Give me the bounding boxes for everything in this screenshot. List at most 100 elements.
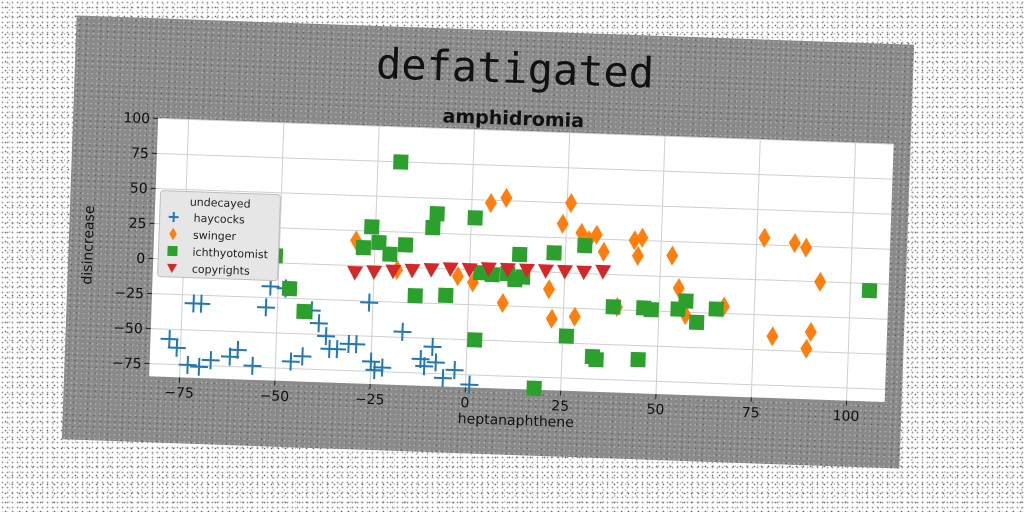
- copyrights-point: [576, 265, 593, 281]
- swinger-point: [575, 222, 588, 243]
- haycocks-point: [190, 357, 209, 376]
- ichthyotomist-point: [437, 287, 454, 304]
- swinger-point: [788, 233, 801, 254]
- x-grid-line: [369, 126, 380, 384]
- haycocks-point: [393, 322, 412, 341]
- ichthyotomist-point: [708, 301, 724, 317]
- swinger-point: [542, 279, 555, 300]
- chart-title: defatigated: [375, 39, 655, 98]
- legend-label-ichthyotomist: ichthyotomist: [192, 246, 269, 262]
- haycocks-point: [460, 375, 479, 394]
- x-tick-label: 100: [832, 408, 859, 425]
- haycocks-point: [445, 361, 464, 380]
- ichthyotomist-point: [630, 351, 646, 368]
- swinger-point: [597, 241, 610, 262]
- copyrights-point: [366, 265, 383, 280]
- haycocks-point: [415, 357, 434, 376]
- copyrights-point: [480, 262, 497, 277]
- swinger-point: [804, 322, 817, 343]
- copyrights-point: [442, 262, 459, 277]
- y-grid-line: [150, 328, 887, 355]
- haycocks-point: [160, 330, 179, 349]
- haycocks-point: [360, 293, 379, 312]
- swinger-point: [800, 237, 813, 258]
- y-tick-label: 25: [128, 216, 146, 233]
- copyrights-point: [404, 263, 421, 279]
- haycocks-point: [228, 340, 247, 359]
- x-tick-label: −25: [355, 391, 385, 408]
- ichthyotomist-point: [467, 210, 483, 226]
- ichthyotomist-point: [364, 219, 380, 235]
- ichthyotomist-point: [577, 237, 593, 254]
- swinger-point: [484, 192, 497, 213]
- copyrights-point: [347, 265, 364, 281]
- legend-marker-swinger: [169, 227, 177, 241]
- x-tick-label: 50: [646, 402, 664, 419]
- ichthyotomist-point: [678, 293, 694, 309]
- copyrights-point: [461, 262, 478, 278]
- swinger-point: [350, 230, 363, 251]
- y-grid-line: [158, 117, 894, 145]
- swinger-point: [545, 308, 558, 329]
- x-tick-label: 0: [460, 395, 469, 411]
- y-tick-label: 50: [130, 181, 148, 198]
- copyrights-point: [385, 264, 402, 280]
- swinger-point: [568, 306, 581, 327]
- swinger-point: [814, 271, 827, 292]
- ichthyotomist-point: [296, 303, 312, 320]
- x-tick-label: −50: [259, 388, 289, 405]
- ichthyotomist-point: [429, 205, 445, 222]
- ichthyotomist-point: [861, 282, 878, 299]
- haycocks-point: [327, 340, 347, 359]
- legend-marker-haycocks: [168, 211, 179, 223]
- y-tick-label: 0: [136, 251, 145, 267]
- ichthyotomist-point: [393, 154, 409, 170]
- haycocks-point: [347, 335, 366, 354]
- y-tick-label: −75: [112, 355, 142, 372]
- copyrights-point: [518, 263, 535, 279]
- y-grid-line: [151, 293, 888, 320]
- ichthyotomist-point: [643, 301, 660, 318]
- haycocks-point: [433, 369, 452, 388]
- swinger-point: [679, 305, 692, 326]
- x-tick-label: −75: [164, 385, 194, 402]
- haycocks-point: [373, 358, 392, 377]
- haycocks-point: [293, 347, 312, 366]
- ichthyotomist-point: [546, 245, 562, 261]
- swinger-point: [758, 227, 771, 248]
- swinger-point: [565, 192, 578, 213]
- x-grid-line: [846, 142, 857, 401]
- legend-box: [157, 190, 281, 282]
- y-tick-label: −50: [113, 320, 143, 337]
- x-grid-line: [560, 132, 571, 391]
- haycocks-point: [309, 314, 328, 333]
- ichthyotomist-point: [355, 239, 372, 256]
- copyrights-point: [557, 264, 574, 280]
- legend-title: undecayed: [190, 196, 251, 211]
- swinger-point: [500, 187, 513, 208]
- data-markers: [160, 154, 878, 397]
- haycocks-point: [365, 361, 384, 380]
- ichthyotomist-point: [558, 328, 575, 344]
- swinger-point: [496, 293, 509, 314]
- scatter-chart: defatigated amphidromia −75 −50 −25 0 25 50 75…: [79, 39, 894, 431]
- y-axis-label: disincrease: [79, 205, 98, 285]
- swinger-point: [636, 227, 649, 248]
- y-axis-ticks: −75 −50 −25 0 25 50 75 100: [112, 110, 159, 372]
- swinger-point: [631, 245, 644, 266]
- ichthyotomist-point: [397, 237, 414, 253]
- haycocks-point: [178, 355, 197, 375]
- haycocks-point: [361, 352, 380, 371]
- haycocks-point: [256, 298, 276, 317]
- legend: undecayed haycocks swinger ichthyotomistco…: [157, 190, 281, 282]
- legend-label-swinger: swinger: [193, 229, 237, 244]
- chart-subtitle: amphidromia: [442, 105, 584, 132]
- haycocks-point: [220, 347, 239, 366]
- copyrights-point: [423, 262, 440, 278]
- x-axis-label: heptanaphthene: [457, 411, 574, 431]
- y-grid-line: [155, 187, 892, 215]
- swinger-point: [766, 326, 779, 347]
- haycocks-point: [281, 352, 300, 371]
- x-tick-label: 75: [742, 405, 760, 422]
